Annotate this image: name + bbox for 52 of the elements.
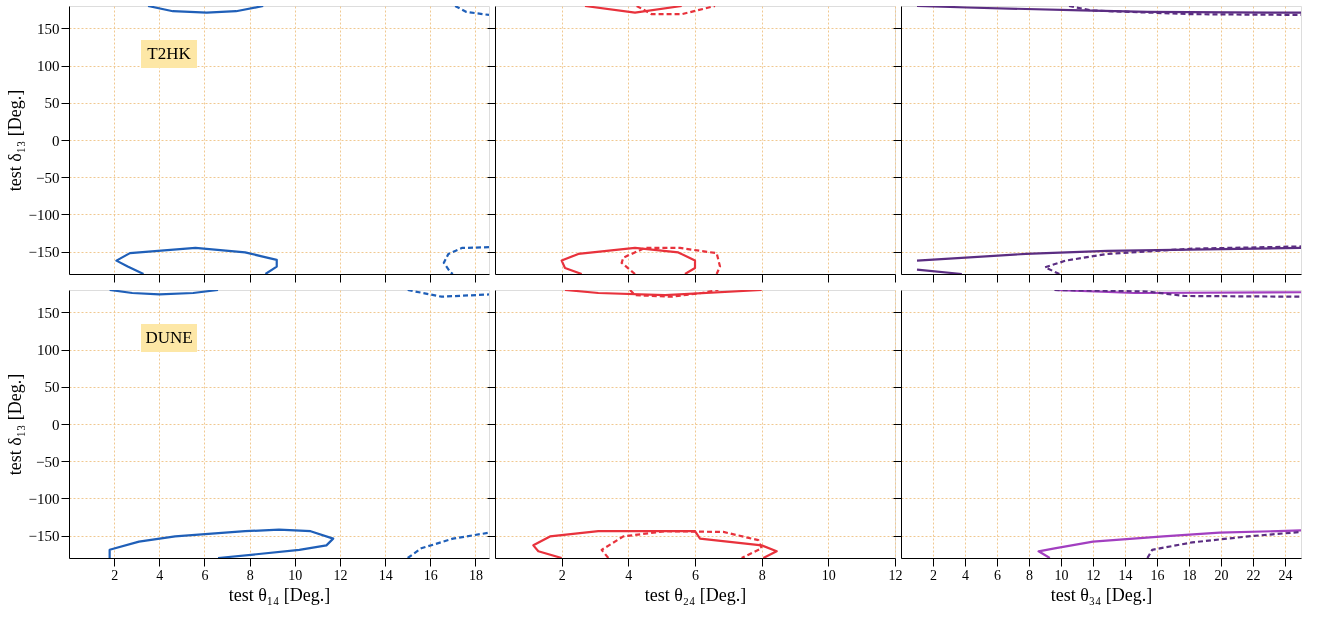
- y-tick-label: 150: [37, 20, 60, 37]
- y-tick-label: 0: [52, 132, 60, 149]
- x-axis-title: test θ₂₄ [Deg.]: [644, 584, 747, 605]
- x-tick-label: 24: [1278, 567, 1293, 583]
- x-tick-label: 18: [468, 567, 483, 583]
- y-tick-label: −150: [28, 244, 60, 261]
- y-tick-label: 100: [37, 342, 60, 359]
- x-tick-label: 22: [1246, 567, 1261, 583]
- y-axis-title: test δ₁₃ [Deg.]: [4, 373, 25, 476]
- x-tick-label: 14: [378, 567, 393, 583]
- x-tick-label: 6: [201, 567, 209, 583]
- x-tick-label: 2: [558, 567, 566, 583]
- x-tick-label: 14: [1118, 567, 1133, 583]
- y-tick-label: −100: [28, 206, 60, 223]
- x-tick-label: 16: [1150, 567, 1165, 583]
- x-tick-label: 6: [994, 567, 1001, 583]
- x-tick-label: 8: [1026, 567, 1033, 583]
- x-tick-label: 20: [1214, 567, 1229, 583]
- y-tick-label: 100: [37, 58, 60, 75]
- x-tick-label: 6: [692, 567, 699, 583]
- line-series: [406, 531, 489, 558]
- y-axis-title: test δ₁₃ [Deg.]: [4, 89, 25, 192]
- x-tick-label: 8: [246, 567, 254, 583]
- line-series: [115, 246, 278, 274]
- x-tick-label: 2: [930, 567, 937, 583]
- x-tick-label: 4: [156, 567, 164, 583]
- x-tick-label: 4: [625, 567, 633, 583]
- x-tick-label: 12: [1086, 567, 1101, 583]
- x-tick-label: 12: [888, 567, 903, 583]
- x-tick-label: 2: [111, 567, 119, 583]
- x-axis-title: test θ₁₄ [Deg.]: [228, 584, 331, 605]
- y-tick-label: 50: [44, 95, 60, 112]
- x-tick-label: 12: [333, 567, 348, 583]
- y-tick-label: −50: [36, 453, 60, 470]
- y-tick-label: −100: [28, 490, 60, 507]
- x-tick-label: 16: [423, 567, 438, 583]
- y-tick-label: −150: [28, 528, 60, 545]
- line-series: [442, 246, 489, 274]
- x-tick-label: 4: [962, 567, 969, 583]
- x-tick-label: 8: [758, 567, 766, 583]
- x-tick-label: 10: [288, 567, 303, 583]
- x-tick-label: 18: [1182, 567, 1197, 583]
- y-tick-label: 0: [52, 416, 60, 433]
- y-tick-label: 150: [37, 304, 60, 321]
- y-tick-label: 50: [44, 379, 60, 396]
- x-tick-label: 10: [821, 567, 836, 583]
- y-tick-label: −50: [36, 169, 60, 186]
- line-series: [108, 528, 335, 558]
- x-axis-title: test θ₃₄ [Deg.]: [1050, 584, 1153, 605]
- annotation: T2HK: [147, 44, 192, 63]
- x-tick-label: 10: [1054, 567, 1069, 583]
- annotation: DUNE: [145, 328, 193, 347]
